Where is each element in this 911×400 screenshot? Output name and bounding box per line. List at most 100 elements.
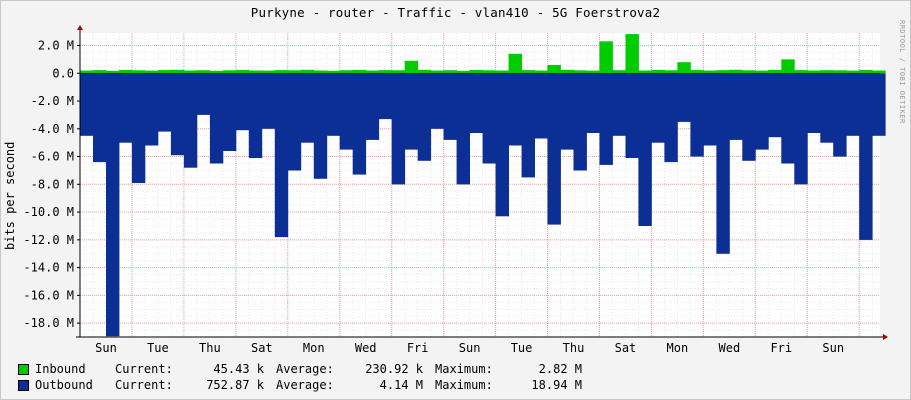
outbound-bar xyxy=(352,73,367,175)
x-tick-label: Wed xyxy=(719,341,741,355)
inbound-bar xyxy=(300,69,315,74)
outbound-bar xyxy=(313,73,328,179)
inbound-bar xyxy=(872,70,886,74)
legend-inbound-average: 230.92 k xyxy=(365,362,423,376)
inbound-bar xyxy=(638,70,652,74)
inbound-bar xyxy=(80,70,94,74)
series-layer xyxy=(80,34,886,337)
inbound-bar xyxy=(157,70,172,74)
outbound-bar xyxy=(157,73,172,132)
outbound-bar xyxy=(573,73,587,171)
legend-inbound-maximum: 2.82 M xyxy=(538,362,582,376)
outbound-bar xyxy=(599,73,613,165)
inbound-bar xyxy=(508,53,522,74)
outbound-bar xyxy=(820,73,834,143)
x-tick-label: Thu xyxy=(563,341,585,355)
x-tick-label: Sun xyxy=(822,341,844,355)
outbound-bar xyxy=(404,73,419,150)
legend-inbound-maximum-label: Maximum: xyxy=(435,362,493,376)
inbound-bar xyxy=(222,70,237,74)
outbound-bar xyxy=(690,73,704,157)
series-inbound xyxy=(80,34,886,74)
outbound-bar xyxy=(261,73,276,129)
inbound-bar xyxy=(729,69,743,74)
inbound-bar xyxy=(119,69,133,74)
outbound-bar xyxy=(716,73,730,254)
outbound-bar xyxy=(119,73,133,143)
outbound-bar xyxy=(170,73,185,156)
inbound-bar xyxy=(651,69,665,74)
outbound-bar xyxy=(300,73,315,143)
inbound-bar xyxy=(846,70,860,74)
y-tick-label: 0.0 xyxy=(52,66,74,80)
inbound-bar xyxy=(716,70,730,74)
outbound-bar xyxy=(391,73,406,185)
inbound-bar xyxy=(469,69,483,74)
outbound-bar xyxy=(235,73,250,131)
x-tick-label: Sun xyxy=(459,341,481,355)
legend-inbound-current-label: Current: xyxy=(115,362,173,376)
inbound-bar xyxy=(417,69,432,74)
inbound-bar xyxy=(664,70,678,74)
inbound-bar xyxy=(261,70,276,74)
outbound-bar xyxy=(144,73,159,146)
inbound-bar xyxy=(495,70,509,74)
inbound-swatch xyxy=(18,363,29,375)
outbound-bar xyxy=(547,73,561,225)
y-tick-labels: 2.0 M 0.0 -2.0 M -4.0 M -6.0 M -8.0 M -10.0 M -… xyxy=(23,38,80,330)
inbound-bar xyxy=(170,69,185,74)
y-tick-label: -10.0 M xyxy=(23,205,74,219)
outbound-bar xyxy=(106,73,120,337)
inbound-bar xyxy=(404,60,419,74)
legend-outbound-current-label: Current: xyxy=(115,378,173,392)
series-outbound xyxy=(80,73,886,337)
inbound-bar xyxy=(391,70,406,74)
x-tick-label: Wed xyxy=(355,341,377,355)
outbound-bar xyxy=(378,73,393,120)
inbound-bar xyxy=(313,70,328,74)
x-tick-label: Sat xyxy=(251,341,273,355)
outbound-bar xyxy=(222,73,237,151)
outbound-bar xyxy=(846,73,860,136)
inbound-bar xyxy=(93,70,107,74)
outbound-bar xyxy=(742,73,756,161)
inbound-bar xyxy=(547,64,561,74)
inbound-bar xyxy=(807,70,821,74)
inbound-bar xyxy=(586,70,600,74)
y-tick-label: -4.0 M xyxy=(31,122,74,136)
inbound-bar xyxy=(144,70,159,74)
chart-title: Purkyne - router - Traffic - vlan410 - 5… xyxy=(250,5,661,20)
x-tick-labels: Sun Tue Thu Sat Mon Wed Fri Sun Tue Thu Sat Mon Wed F… xyxy=(95,341,844,355)
outbound-bar xyxy=(859,73,873,240)
outbound-bar xyxy=(807,73,821,133)
x-tick-label: Sun xyxy=(95,341,117,355)
x-tick-label: Thu xyxy=(199,341,221,355)
outbound-bar xyxy=(93,73,107,163)
inbound-bar xyxy=(106,70,120,74)
inbound-bar xyxy=(430,70,444,74)
legend-outbound-name: Outbound xyxy=(35,378,93,392)
outbound-bar xyxy=(443,73,457,140)
legend-row-outbound: Outbound Current: 752.87 k Average: 4.14… xyxy=(18,377,582,393)
outbound-bar xyxy=(326,73,341,136)
outbound-bar xyxy=(729,73,743,140)
outbound-bar xyxy=(833,73,847,157)
inbound-bar xyxy=(677,62,691,74)
legend-inbound-name: Inbound xyxy=(35,362,86,376)
inbound-bar xyxy=(365,70,380,74)
outbound-bar xyxy=(612,73,626,136)
legend-outbound-current: 752.87 k xyxy=(206,378,264,392)
outbound-bar xyxy=(80,73,94,136)
outbound-bar xyxy=(560,73,574,150)
inbound-bar xyxy=(833,70,847,74)
outbound-bar xyxy=(508,73,522,146)
outbound-bar xyxy=(872,73,886,136)
inbound-bar xyxy=(703,70,717,74)
y-tick-label: -16.0 M xyxy=(23,288,74,302)
inbound-bar xyxy=(573,70,587,74)
inbound-bar xyxy=(248,70,263,74)
x-axis-arrow xyxy=(883,334,888,340)
legend-outbound-maximum-label: Maximum: xyxy=(435,378,493,392)
outbound-bar xyxy=(651,73,665,143)
